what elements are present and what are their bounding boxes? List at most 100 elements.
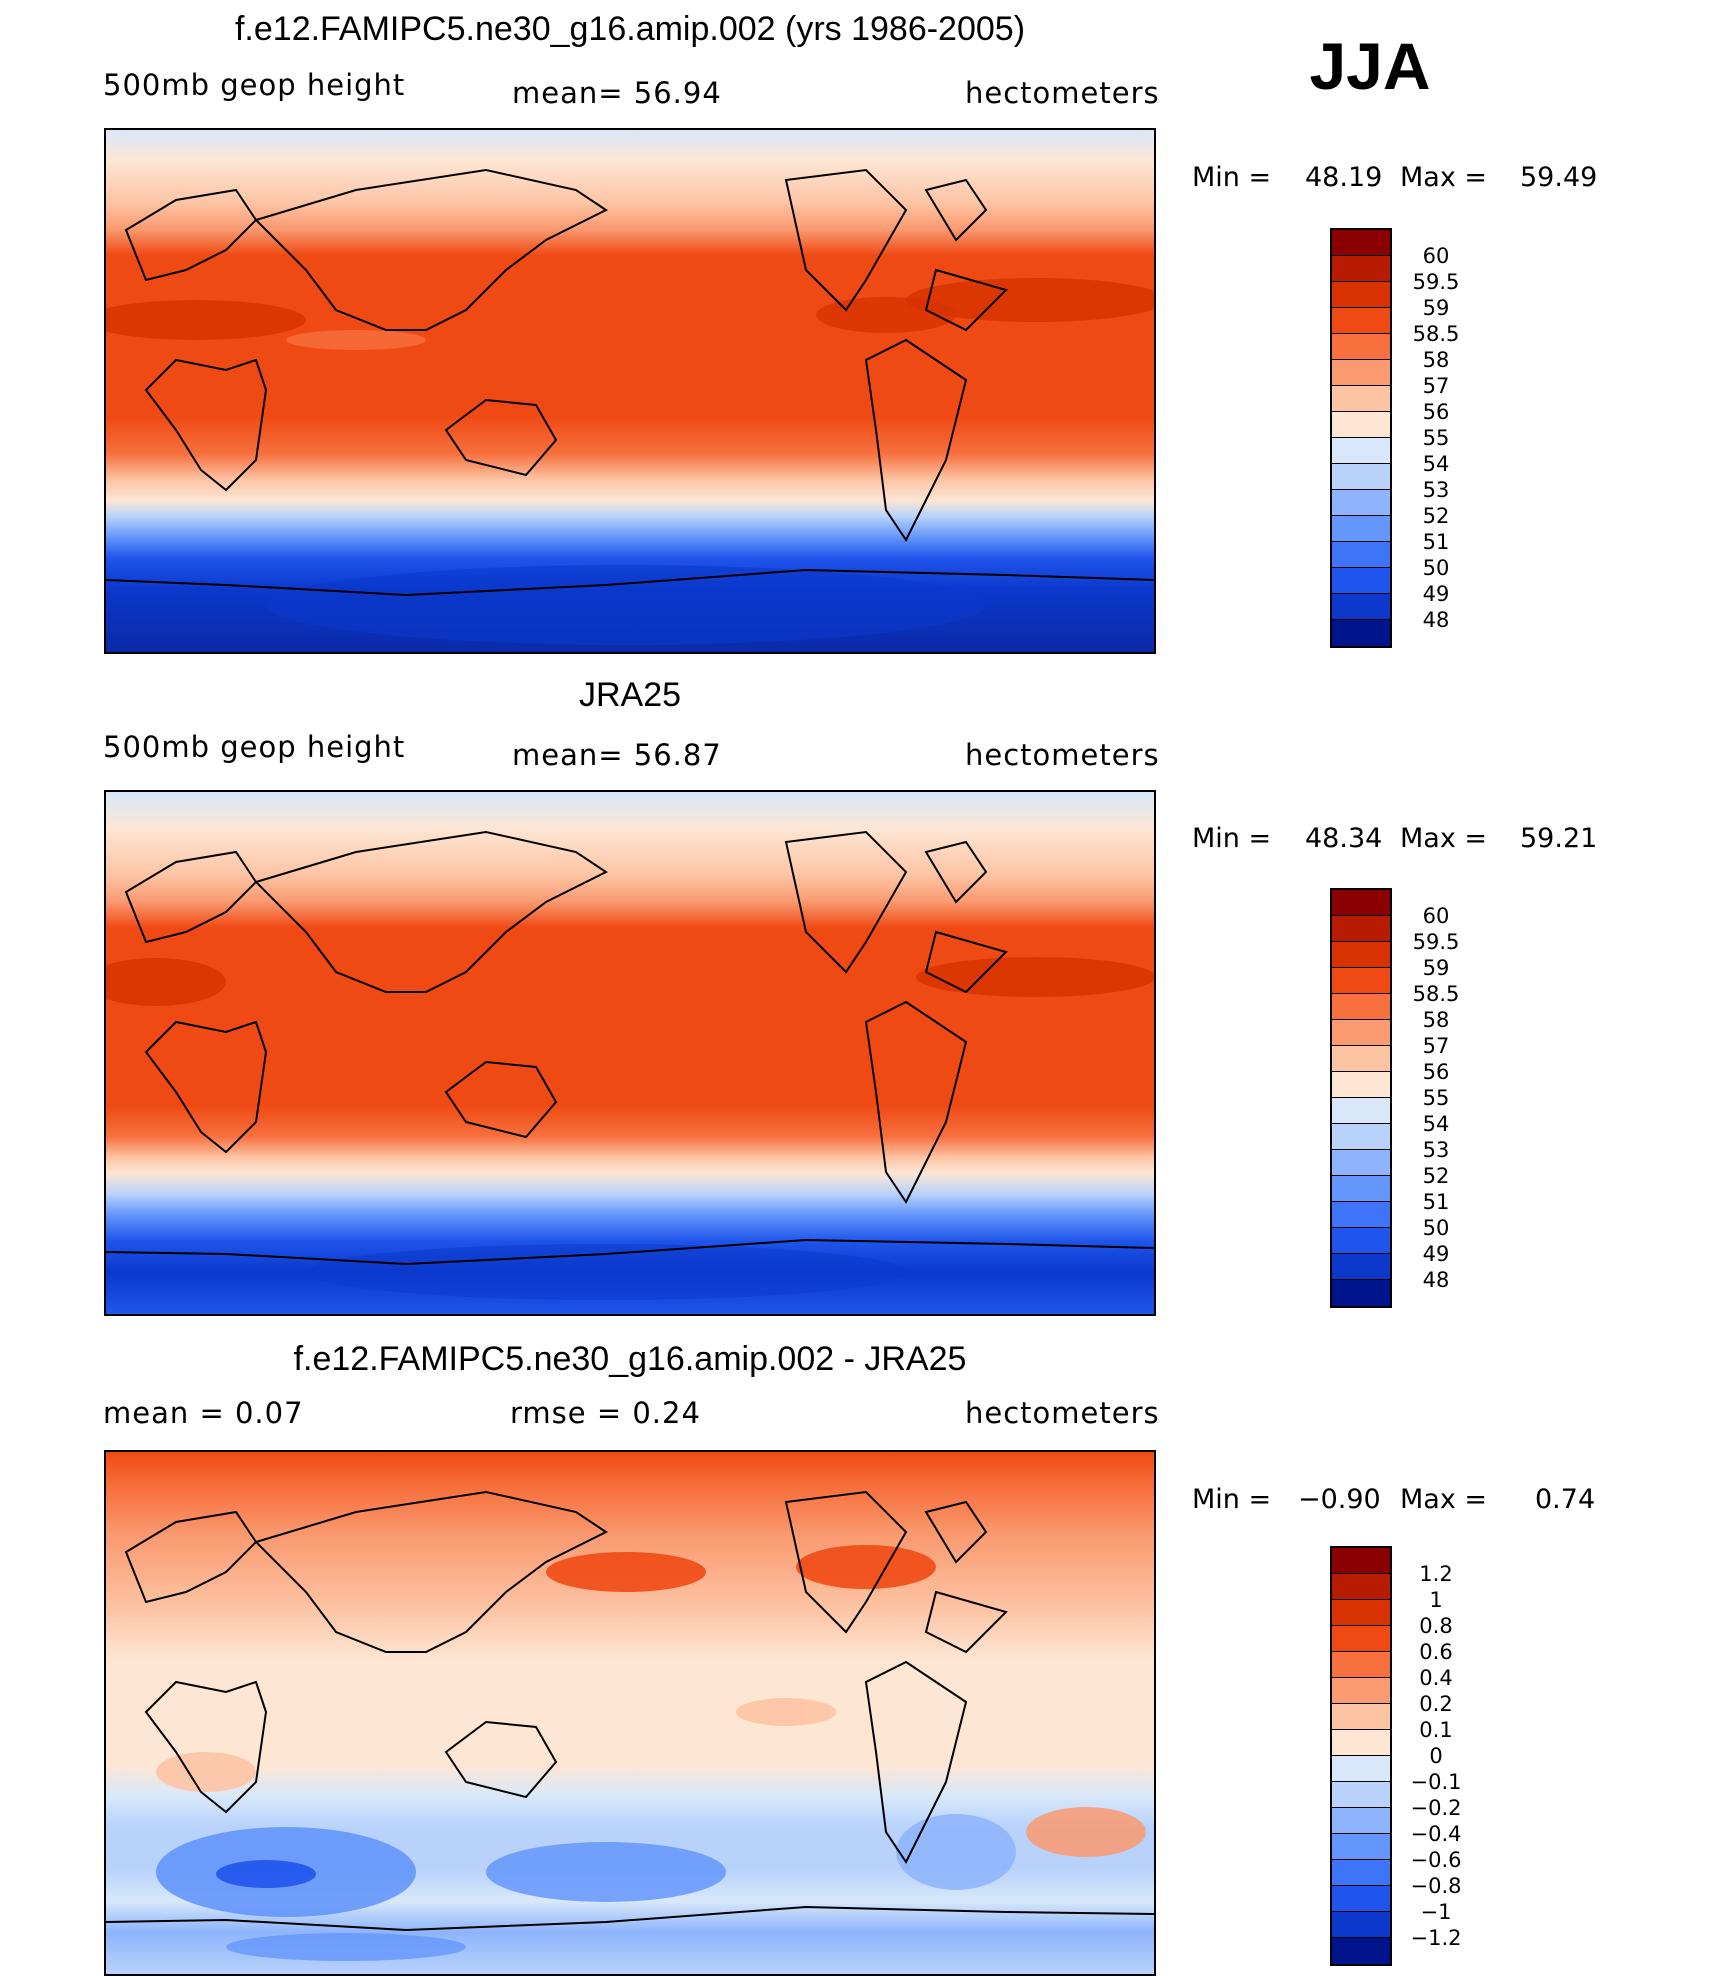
panel-1-title: f.e12.FAMIPC5.ne30_g16.amip.002 (yrs 198… (234, 10, 1026, 48)
colorbar-tick-label: 49 (1422, 1242, 1450, 1266)
colorbar-swatch (1332, 1020, 1390, 1046)
colorbar-tick-label: −0.6 (1410, 1848, 1462, 1872)
panel-2-mean-label: mean= 56.87 (512, 738, 722, 772)
colorbar-tick-label: 56 (1422, 400, 1450, 424)
colorbar-swatch (1332, 464, 1390, 490)
colorbar-swatch (1332, 1150, 1390, 1176)
panel-1-max-label: Max = (1400, 162, 1488, 193)
colorbar-swatch (1332, 1176, 1390, 1202)
panel-2-units-label: hectometers (965, 738, 1160, 772)
colorbar-tick-label: 51 (1422, 1190, 1450, 1214)
colorbar-swatch (1332, 516, 1390, 542)
colorbar-swatch (1332, 308, 1390, 334)
panel-2-max-value: 59.21 (1520, 823, 1598, 854)
colorbar-swatch (1332, 1782, 1390, 1808)
panel-3-max-value: 0.74 (1535, 1484, 1596, 1515)
colorbar-tick-label: 52 (1422, 1164, 1450, 1188)
panel-1-contour-plot (106, 130, 1154, 652)
colorbar-swatch (1332, 1860, 1390, 1886)
panel-2-min-label: Min = (1192, 823, 1272, 854)
colorbar-tick-label: 58.5 (1412, 322, 1460, 346)
colorbar-tick-label: 60 (1422, 244, 1450, 268)
colorbar-tick-label: 0.1 (1419, 1718, 1453, 1742)
colorbar-tick-label: 0.2 (1419, 1692, 1453, 1716)
panel-1-min-value: 48.19 (1305, 162, 1383, 193)
colorbar-swatch (1332, 1834, 1390, 1860)
panel-2-colorbar (1330, 888, 1392, 1308)
colorbar-swatch (1332, 1886, 1390, 1912)
colorbar-tick-label: 50 (1422, 1216, 1450, 1240)
colorbar-tick-label: 58.5 (1412, 982, 1460, 1006)
colorbar-swatch (1332, 256, 1390, 282)
panel-2-variable-label: 500mb geop height (103, 730, 406, 764)
colorbar-tick-label: 55 (1422, 1086, 1450, 1110)
colorbar-tick-label: 53 (1422, 478, 1450, 502)
colorbar-tick-label: 48 (1422, 1268, 1450, 1292)
panel-2-min-value: 48.34 (1305, 823, 1383, 854)
panel-3-units-label: hectometers (965, 1396, 1160, 1430)
panel-1-variable-label: 500mb geop height (103, 68, 406, 102)
panel-1-colorbar (1330, 228, 1392, 648)
colorbar-swatch (1332, 1704, 1390, 1730)
colorbar-tick-label: 49 (1422, 582, 1450, 606)
colorbar-swatch (1332, 1938, 1390, 1964)
panel-3-max-label: Max = (1400, 1484, 1488, 1515)
colorbar-tick-label: 56 (1422, 1060, 1450, 1084)
colorbar-tick-label: 59 (1422, 956, 1450, 980)
colorbar-swatch (1332, 994, 1390, 1020)
colorbar-swatch (1332, 942, 1390, 968)
panel-3-contour-plot (106, 1452, 1154, 1974)
colorbar-swatch (1332, 594, 1390, 620)
colorbar-swatch (1332, 542, 1390, 568)
colorbar-tick-label: −0.2 (1410, 1796, 1462, 1820)
panel-2-max-label: Max = (1400, 823, 1488, 854)
panel-1-map (104, 128, 1156, 654)
colorbar-tick-label: 58 (1422, 348, 1450, 372)
colorbar-tick-label: −0.4 (1410, 1822, 1462, 1846)
colorbar-tick-label: −1 (1420, 1900, 1452, 1924)
colorbar-swatch (1332, 568, 1390, 594)
panel-3-mean-label: mean = 0.07 (103, 1396, 304, 1430)
colorbar-swatch (1332, 334, 1390, 360)
panel-1-mean-label: mean= 56.94 (512, 76, 722, 110)
panel-2-title: JRA25 (578, 676, 682, 714)
colorbar-swatch (1332, 1912, 1390, 1938)
colorbar-tick-label: −0.1 (1410, 1770, 1462, 1794)
colorbar-swatch (1332, 1730, 1390, 1756)
colorbar-swatch (1332, 1280, 1390, 1306)
colorbar-swatch (1332, 1124, 1390, 1150)
season-label: JJA (1309, 29, 1431, 103)
colorbar-tick-label: 59 (1422, 296, 1450, 320)
colorbar-swatch (1332, 890, 1390, 916)
colorbar-tick-label: 50 (1422, 556, 1450, 580)
colorbar-tick-label: 54 (1422, 452, 1450, 476)
panel-1-min-label: Min = (1192, 162, 1272, 193)
panel-3-min-label: Min = (1192, 1484, 1272, 1515)
colorbar-tick-label: −0.8 (1410, 1874, 1462, 1898)
colorbar-tick-label: 1 (1429, 1588, 1443, 1612)
colorbar-tick-label: 48 (1422, 608, 1450, 632)
colorbar-swatch (1332, 916, 1390, 942)
colorbar-tick-label: 1.2 (1419, 1562, 1453, 1586)
colorbar-swatch (1332, 282, 1390, 308)
colorbar-swatch (1332, 1756, 1390, 1782)
colorbar-tick-label: 60 (1422, 904, 1450, 928)
colorbar-swatch (1332, 1072, 1390, 1098)
colorbar-swatch (1332, 1626, 1390, 1652)
colorbar-tick-label: 0.8 (1419, 1614, 1453, 1638)
colorbar-swatch (1332, 1600, 1390, 1626)
colorbar-swatch (1332, 1046, 1390, 1072)
panel-3-map (104, 1450, 1156, 1976)
colorbar-swatch (1332, 360, 1390, 386)
colorbar-swatch (1332, 1202, 1390, 1228)
colorbar-tick-label: 59.5 (1412, 270, 1460, 294)
colorbar-swatch (1332, 1228, 1390, 1254)
colorbar-tick-label: 52 (1422, 504, 1450, 528)
colorbar-tick-label: 58 (1422, 1008, 1450, 1032)
colorbar-tick-label: 54 (1422, 1112, 1450, 1136)
colorbar-swatch (1332, 1652, 1390, 1678)
panel-2-contour-plot (106, 792, 1154, 1314)
panel-3-min-value: −0.90 (1298, 1484, 1381, 1515)
panel-3-colorbar (1330, 1546, 1392, 1966)
panel-2-map (104, 790, 1156, 1316)
